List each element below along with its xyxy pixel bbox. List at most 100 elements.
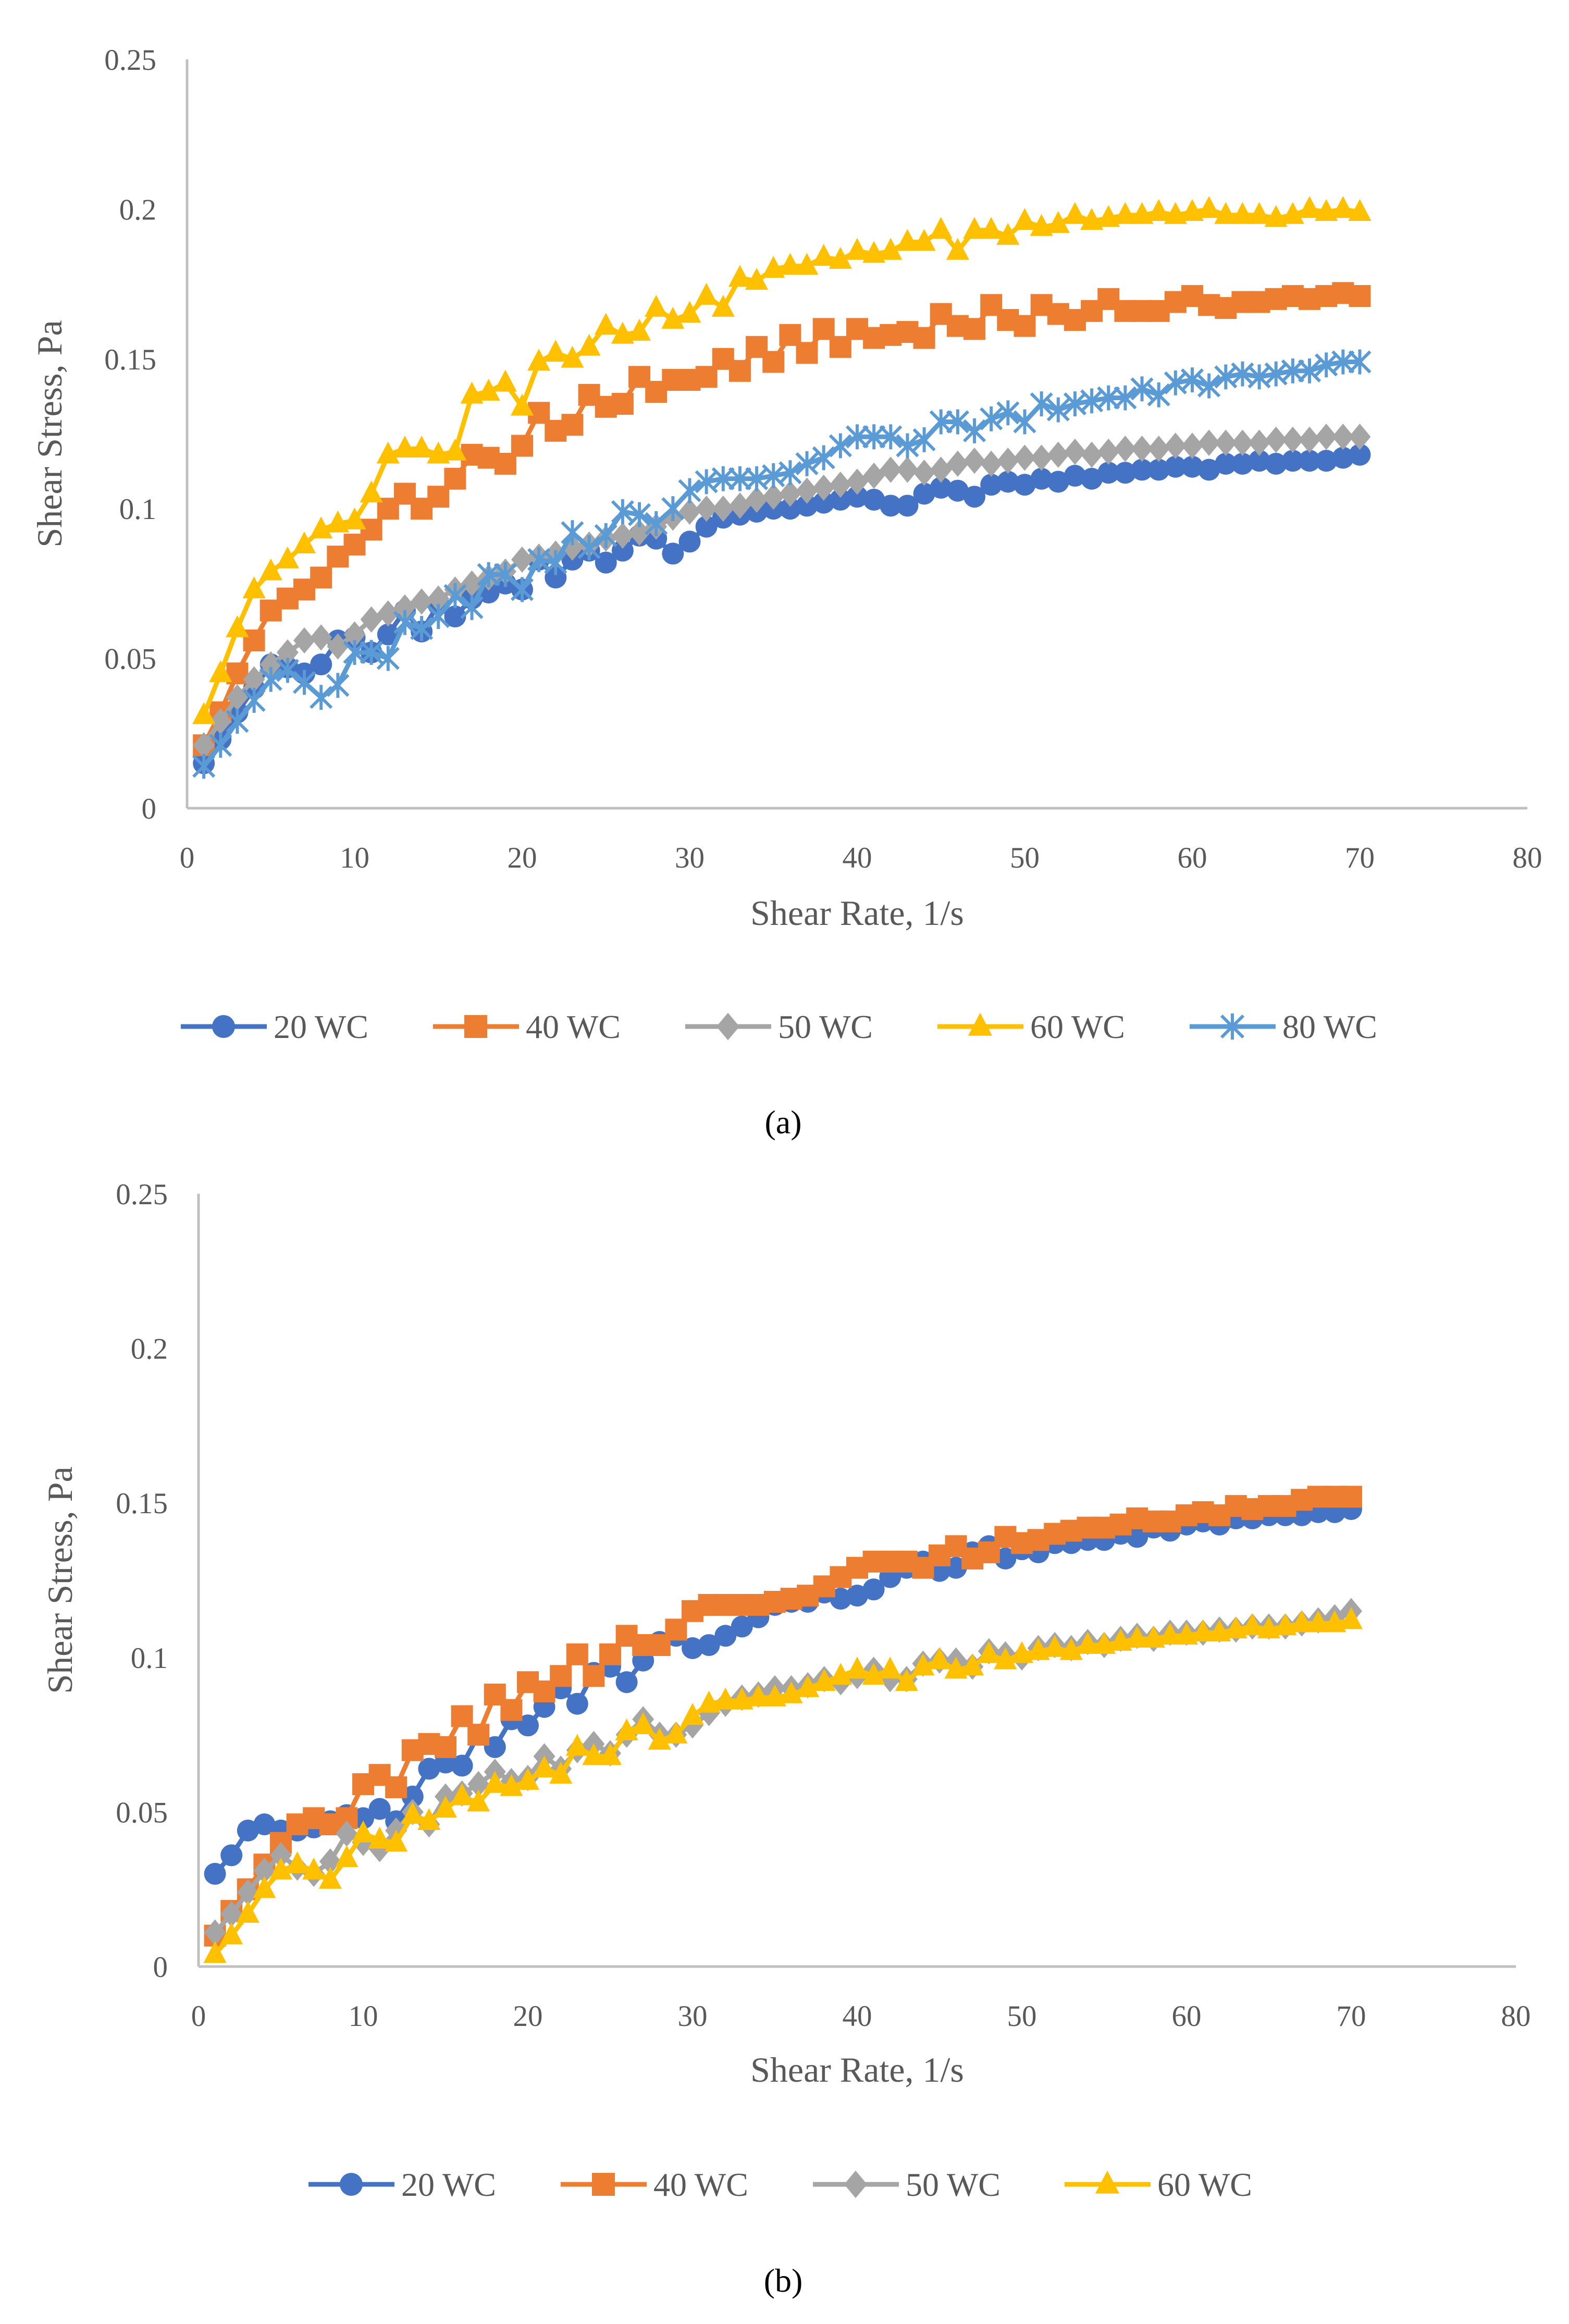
data-point	[913, 483, 935, 505]
data-point	[913, 460, 935, 486]
data-point	[326, 673, 350, 698]
data-point	[1290, 1610, 1314, 1633]
data-point	[517, 1714, 539, 1737]
data-point	[302, 1857, 326, 1880]
data-point	[1231, 452, 1254, 475]
legend-marker-icon	[340, 2173, 363, 2196]
data-point	[483, 1771, 506, 1793]
data-point	[368, 1798, 391, 1820]
legend-label: 50 WC	[906, 2166, 1000, 2203]
data-point	[310, 685, 333, 710]
data-point	[880, 456, 902, 483]
data-point	[368, 1826, 391, 1849]
y-tick-label: 0.15	[116, 1487, 168, 1520]
data-point	[1059, 1638, 1083, 1660]
legend-marker-icon	[1220, 1013, 1245, 1040]
data-point	[204, 1863, 226, 1885]
data-point	[1164, 202, 1187, 224]
data-point	[845, 1657, 869, 1679]
data-point	[209, 708, 232, 735]
y-axis-title: Shear Stress, Pa	[30, 320, 69, 547]
data-point	[467, 1789, 490, 1812]
data-point	[1257, 1616, 1281, 1639]
data-point	[712, 496, 734, 522]
data-point	[527, 349, 551, 371]
data-point	[1197, 373, 1221, 399]
data-point	[1208, 1620, 1231, 1642]
legend-entry: 50 WC	[685, 1008, 873, 1045]
series-60-wc	[192, 196, 1372, 724]
data-point	[980, 217, 1003, 239]
data-point	[682, 1637, 703, 1660]
legend-label: 80 WC	[1282, 1008, 1377, 1045]
data-point	[812, 445, 835, 471]
data-point	[410, 436, 434, 458]
y-axis-title: Shear Stress, Pa	[40, 1466, 80, 1693]
data-point	[377, 600, 399, 627]
data-point	[566, 1692, 588, 1715]
x-tick-label: 40	[843, 2000, 872, 2033]
x-tick-label: 10	[340, 842, 369, 874]
data-point	[728, 265, 751, 287]
data-point	[1281, 202, 1304, 224]
data-point	[862, 241, 886, 263]
data-point	[1164, 432, 1187, 459]
data-point	[980, 406, 1003, 431]
data-point	[1097, 438, 1120, 465]
data-point	[728, 492, 751, 519]
data-point	[779, 480, 801, 507]
data-point	[253, 1813, 276, 1836]
data-point	[1131, 436, 1153, 462]
data-point	[1274, 1613, 1297, 1636]
data-point	[444, 467, 466, 490]
data-point	[1097, 205, 1120, 227]
data-point	[928, 1647, 952, 1670]
data-point	[728, 466, 752, 491]
y-tick-label: 0.1	[131, 1642, 168, 1675]
data-point	[1030, 391, 1053, 416]
data-point	[242, 688, 266, 713]
data-point	[310, 516, 333, 539]
data-point	[310, 653, 332, 676]
data-point	[1214, 202, 1238, 224]
data-point	[1349, 285, 1371, 307]
legend-marker-icon	[592, 2173, 615, 2196]
data-point	[1281, 358, 1304, 384]
data-point	[1147, 459, 1170, 481]
data-point	[236, 1900, 260, 1923]
data-point	[1080, 208, 1104, 230]
data-point	[796, 1675, 820, 1697]
data-point	[896, 229, 919, 251]
data-point	[1076, 1631, 1099, 1654]
x-tick-label: 70	[1345, 842, 1375, 874]
series-line	[202, 360, 1360, 768]
data-point	[460, 381, 484, 404]
data-point	[1315, 199, 1338, 221]
data-point	[812, 474, 835, 501]
data-point	[963, 217, 986, 239]
data-point	[611, 322, 634, 344]
data-point	[1097, 385, 1120, 411]
data-point	[1092, 1631, 1116, 1654]
data-point	[460, 595, 484, 620]
legend-entry: 40 WC	[433, 1008, 621, 1045]
data-point	[352, 1807, 374, 1829]
series-line	[213, 1618, 1352, 1956]
data-point	[980, 450, 1003, 477]
series-line	[213, 1494, 1351, 1937]
data-point	[1114, 385, 1137, 411]
legend-entry: 50 WC	[813, 2166, 1000, 2203]
x-tick-label: 0	[191, 2000, 206, 2033]
data-point	[393, 436, 416, 458]
data-point	[946, 479, 969, 502]
data-point	[961, 1653, 984, 1676]
data-point	[335, 1845, 359, 1868]
data-point	[846, 1585, 868, 1607]
data-point	[493, 369, 517, 392]
data-point	[1331, 196, 1355, 218]
y-tick-label: 0.05	[116, 1796, 168, 1829]
data-point	[1340, 1486, 1362, 1508]
legend-entry: 40 WC	[561, 2166, 748, 2203]
data-point	[516, 1767, 540, 1790]
data-point	[1109, 1628, 1132, 1651]
